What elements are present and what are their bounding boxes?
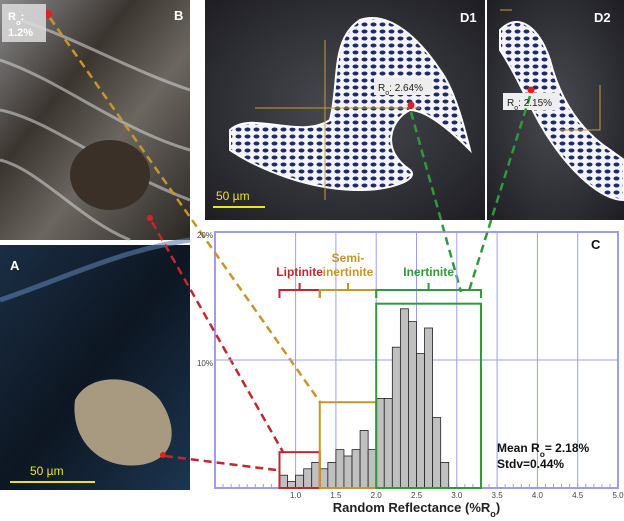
scale-label: 50 µm [30,464,64,478]
bar [351,449,361,489]
grain [74,379,172,466]
ro-label-part: R [378,83,385,94]
x-tick-label: 2.5 [411,491,423,500]
bar [295,474,305,489]
y-tick-label: 10% [197,359,213,368]
maceral [229,17,472,192]
ro-label-part: o [385,90,389,97]
ro-label-part: R [507,98,514,109]
panel-label: A [10,258,20,273]
bar [359,429,369,489]
panel-label: D2 [594,10,611,25]
group-name: inertinite [323,265,374,279]
x-tick-label: 3.0 [451,491,463,500]
label-box [374,78,432,95]
dot [147,215,153,221]
ro-label-part: : 2.64% [389,83,423,94]
bar [327,461,337,489]
group-name: Liptinite [276,265,323,279]
bar [432,417,442,489]
ro-label-part: R [8,11,16,23]
x-tick-label: 1.0 [290,491,302,500]
bar [399,308,409,489]
dot [160,452,166,458]
bar [319,468,329,489]
grain [70,140,150,210]
bar [375,397,385,489]
bar [335,449,345,489]
group-box [375,302,482,489]
x-tick-label: 5.0 [612,491,624,500]
bar [408,321,417,489]
brace [375,283,482,298]
x-axis-label-part: Random Reflectance (%R [333,500,491,515]
arrows [48,17,532,472]
crosshair [255,40,420,200]
panel-label: B [174,8,183,23]
stat: Mean Ro= 2.18% [497,441,590,459]
x-tick-label: 4.0 [532,491,544,500]
x-tick-label: 1.5 [330,491,342,500]
stat-part: o [540,449,545,459]
label-box [503,93,559,110]
ro-label: Ro: 2.64% [378,83,423,97]
scale-label: 50 µm [216,189,250,203]
ro-label-part: : 2.15% [518,98,552,109]
stat: Stdv=0.44% [497,457,564,471]
dot [407,101,415,109]
ro-label: Ro: [8,11,24,27]
bar [391,346,401,489]
group-name: Semi- [332,251,365,265]
ro-label-part: : [21,11,25,23]
stat-part: Mean R [497,441,540,455]
bar [311,461,321,489]
streak [0,237,191,303]
group-name: Inertinite [403,265,454,279]
x-tick-label: 2.0 [371,491,383,500]
bar [383,397,393,489]
label-box [2,4,46,42]
bar [416,353,425,489]
ro-label-part: o [514,105,518,112]
bar [440,461,450,489]
panel-label: C [591,237,601,252]
bar [279,474,288,489]
bar [343,455,353,489]
panel-label: D1 [460,10,477,25]
y-tick-label: 20% [197,231,213,240]
x-axis-label-part: o [490,509,496,519]
stat-part: Stdv=0.44% [497,457,564,471]
dot [527,86,535,94]
ro-label: 1.2% [8,27,33,39]
ro-label-part: o [16,18,21,27]
ro-label: Ro: 2.15% [507,98,552,112]
stat-part: = 2.18% [545,441,590,455]
x-axis-label: Random Reflectance (%Ro) [333,500,500,519]
x-axis-label-part: ) [496,500,500,515]
bar [367,449,377,489]
crosshair [500,9,601,131]
bar [424,327,434,489]
x-tick-label: 4.5 [572,491,584,500]
x-tick-label: 3.5 [492,491,504,500]
bar [303,468,313,489]
